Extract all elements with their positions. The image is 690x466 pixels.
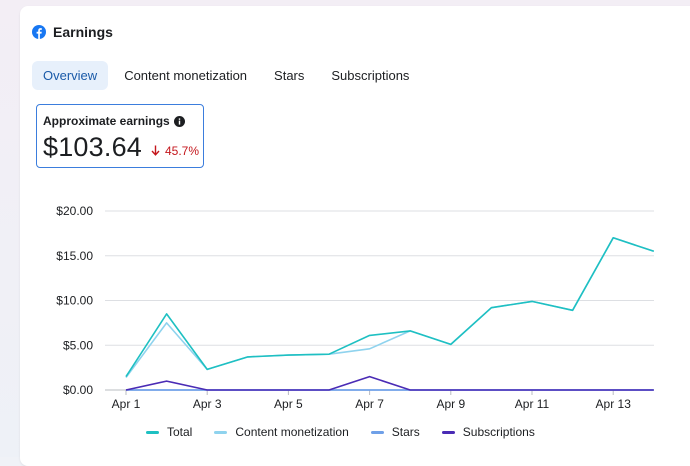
tab-subscriptions[interactable]: Subscriptions (331, 68, 410, 83)
x-tick-label: Apr 5 (274, 397, 303, 411)
tab-content-monetization[interactable]: Content monetization (124, 68, 248, 83)
tab-overview[interactable]: Overview (32, 61, 109, 90)
series-line-subscriptions (125, 375, 654, 391)
x-tick-label: Apr 11 (515, 397, 550, 411)
y-tick-label: $20.00 (56, 204, 93, 218)
y-tick-label: $5.00 (63, 338, 93, 352)
x-tick-label: Apr 13 (596, 397, 632, 411)
x-tick-label: Apr 7 (355, 397, 384, 411)
legend-swatch-subscriptions (441, 430, 455, 434)
chart-x-tick-labels: Apr 1 Apr 3 Apr 5 Apr 7 Apr 9 Apr 11 Apr 13 (112, 390, 632, 411)
y-tick-label: $10.00 (56, 294, 93, 308)
y-tick-label: $15.00 (56, 249, 93, 263)
metric-label-row: Approximate earnings (43, 114, 197, 128)
x-tick-label: Apr 3 (193, 397, 222, 411)
legend-label-total: Total (167, 425, 193, 439)
info-icon[interactable] (173, 115, 185, 127)
card-header: Earnings (32, 24, 113, 40)
legend-label-subscriptions: Subscriptions (462, 425, 535, 439)
metric-value: $103.64 (43, 132, 142, 162)
page-title: Earnings (53, 24, 113, 40)
legend-swatch-stars (370, 430, 384, 434)
metric-change-value: 45.7% (165, 143, 200, 158)
x-tick-label: Apr 9 (436, 397, 465, 411)
facebook-logo-icon (32, 25, 46, 39)
legend-item-content-monetization[interactable]: Content monetization (214, 425, 349, 439)
metric-change: 45.7% (151, 144, 199, 158)
chart-legend: Total Content monetization Stars Subscri… (146, 425, 557, 439)
arrow-down-icon (151, 145, 160, 156)
earnings-card: Earnings Overview Content monetization S… (20, 6, 690, 466)
chart-series-lines (125, 237, 655, 391)
legend-swatch-total (146, 430, 159, 434)
x-tick-label: Apr 1 (112, 397, 141, 411)
chart-y-tick-labels: $0.00 $5.00 $10.00 $15.00 $20.00 (56, 204, 93, 397)
legend-swatch-content-monetization (214, 430, 228, 434)
tab-bar: Overview Content monetization Stars Subs… (32, 61, 425, 90)
legend-item-stars[interactable]: Stars (370, 425, 420, 439)
y-tick-label: $0.00 (63, 383, 93, 397)
chart-gridlines (105, 210, 654, 391)
legend-item-subscriptions[interactable]: Subscriptions (441, 425, 535, 439)
legend-label-stars: Stars (391, 425, 420, 439)
legend-item-total[interactable]: Total (146, 425, 192, 439)
legend-label-content-monetization: Content monetization (235, 425, 349, 439)
tab-stars[interactable]: Stars (274, 68, 305, 83)
series-line-total (125, 237, 655, 378)
approximate-earnings-card[interactable]: Approximate earnings $103.64 45.7% (36, 104, 204, 168)
metric-value-row: $103.64 45.7% (43, 132, 199, 163)
metric-label: Approximate earnings (43, 114, 170, 128)
